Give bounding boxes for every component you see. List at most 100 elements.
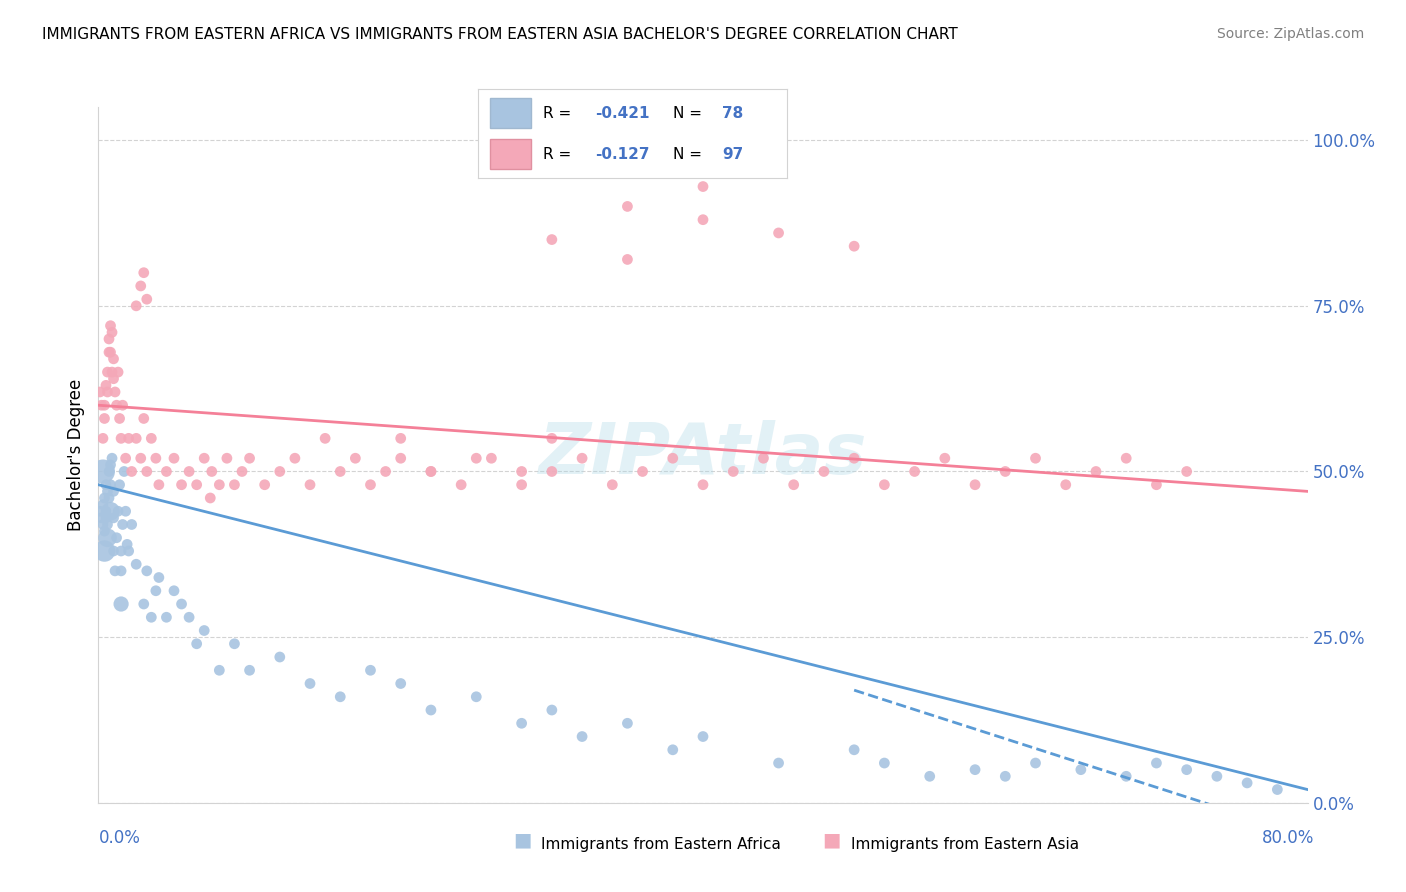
- Point: [129, 279, 152, 293]
- Point: [420, 465, 443, 479]
- Point: [692, 212, 714, 227]
- Text: 97: 97: [723, 147, 744, 161]
- Point: [510, 716, 533, 731]
- Point: [661, 743, 683, 757]
- Point: [299, 477, 322, 491]
- Point: [135, 564, 157, 578]
- Point: [145, 583, 167, 598]
- Point: [1175, 465, 1198, 479]
- Point: [844, 451, 866, 466]
- Point: [90, 511, 112, 525]
- Point: [98, 465, 121, 479]
- Point: [540, 431, 562, 445]
- Point: [193, 624, 215, 638]
- Text: ZIPAtlas: ZIPAtlas: [538, 420, 868, 490]
- Point: [768, 226, 790, 240]
- Point: [918, 769, 941, 783]
- Text: -0.421: -0.421: [596, 106, 650, 120]
- Point: [1115, 451, 1137, 466]
- Point: [118, 431, 141, 445]
- Point: [360, 663, 382, 677]
- Point: [994, 769, 1017, 783]
- Point: [344, 451, 367, 466]
- Point: [105, 531, 128, 545]
- Point: [661, 451, 683, 466]
- Point: [100, 458, 122, 472]
- Point: [420, 465, 443, 479]
- Point: [163, 451, 186, 466]
- Point: [904, 465, 927, 479]
- Point: [631, 465, 654, 479]
- Point: [103, 484, 125, 499]
- Point: [1054, 477, 1077, 491]
- Point: [186, 637, 208, 651]
- Point: [692, 730, 714, 744]
- Point: [100, 345, 122, 359]
- Point: [284, 451, 307, 466]
- Point: [96, 517, 118, 532]
- Point: [170, 477, 193, 491]
- Point: [148, 570, 170, 584]
- Point: [141, 610, 163, 624]
- Point: [112, 465, 135, 479]
- Point: [965, 763, 987, 777]
- Point: [844, 239, 866, 253]
- Point: [111, 517, 134, 532]
- Point: [1070, 763, 1092, 777]
- Point: [93, 411, 115, 425]
- Text: 80.0%: 80.0%: [1263, 829, 1315, 847]
- Point: [125, 558, 148, 572]
- Point: [115, 537, 138, 551]
- Point: [94, 477, 117, 491]
- Point: [602, 477, 624, 491]
- Point: [129, 451, 152, 466]
- Point: [965, 477, 987, 491]
- Point: [253, 477, 276, 491]
- Point: [934, 451, 956, 466]
- Point: [132, 411, 155, 425]
- Point: [100, 504, 122, 518]
- Point: [873, 477, 896, 491]
- Point: [100, 318, 122, 333]
- Point: [200, 491, 222, 505]
- Y-axis label: Bachelor's Degree: Bachelor's Degree: [66, 379, 84, 531]
- Point: [994, 465, 1017, 479]
- Point: [101, 326, 124, 340]
- Text: R =: R =: [543, 106, 576, 120]
- Point: [616, 252, 638, 267]
- Point: [107, 365, 129, 379]
- FancyBboxPatch shape: [491, 98, 530, 128]
- Point: [101, 365, 124, 379]
- Text: 0.0%: 0.0%: [98, 829, 141, 847]
- Point: [239, 451, 262, 466]
- Point: [89, 504, 111, 518]
- Point: [132, 266, 155, 280]
- Point: [1024, 451, 1046, 466]
- Point: [374, 465, 396, 479]
- Point: [201, 465, 224, 479]
- Point: [114, 504, 136, 518]
- Point: [1085, 465, 1108, 479]
- Point: [155, 610, 177, 624]
- Point: [510, 465, 533, 479]
- FancyBboxPatch shape: [491, 139, 530, 169]
- Point: [94, 504, 117, 518]
- Point: [94, 378, 117, 392]
- Point: [94, 511, 117, 525]
- Point: [107, 504, 129, 518]
- Point: [1206, 769, 1229, 783]
- Point: [101, 451, 124, 466]
- Point: [540, 703, 562, 717]
- Text: ■: ■: [513, 830, 531, 849]
- Point: [105, 398, 128, 412]
- Point: [215, 451, 238, 466]
- Point: [723, 465, 745, 479]
- Point: [93, 544, 115, 558]
- Point: [269, 465, 291, 479]
- Point: [104, 384, 127, 399]
- Text: Immigrants from Eastern Africa: Immigrants from Eastern Africa: [541, 837, 782, 852]
- Point: [121, 465, 143, 479]
- Text: -0.127: -0.127: [596, 147, 650, 161]
- Point: [1144, 756, 1167, 770]
- Point: [96, 484, 118, 499]
